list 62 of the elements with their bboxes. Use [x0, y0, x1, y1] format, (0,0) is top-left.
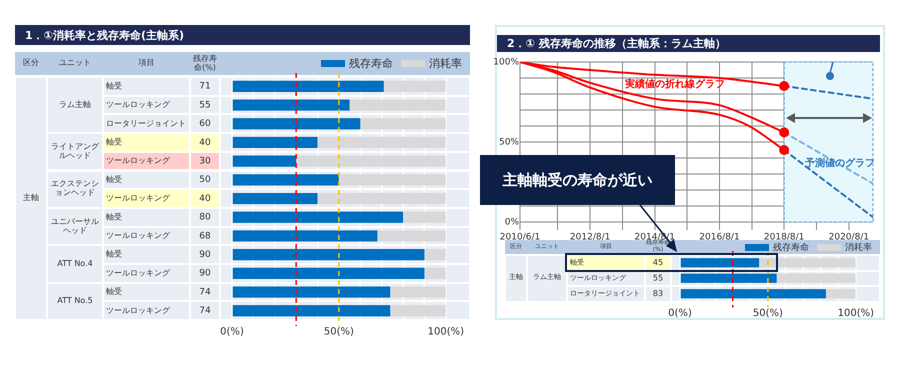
text: エクステンションヘッド — [47, 170, 103, 208]
data-label: 83 — [652, 288, 664, 298]
text: ATT No.4 — [47, 245, 103, 283]
y-tick-label: 軸受 — [106, 81, 122, 90]
legend-label: 消耗率 — [429, 56, 462, 71]
annotation: 実績値の折れ線グラフ — [625, 77, 725, 91]
text: ライトアングルヘッド — [47, 133, 103, 170]
y-tick-label: 50% — [498, 137, 520, 148]
data-label: 55 — [199, 100, 211, 110]
x-tick-label: 50(%) — [752, 308, 784, 320]
data-label: 45 — [652, 258, 664, 267]
data-label: 30 — [199, 156, 211, 166]
data-label: 40 — [199, 194, 211, 204]
y-tick-label: ツールロッキング — [106, 156, 171, 166]
x-tick-label: 0(%) — [220, 326, 244, 338]
text: 主軸 — [15, 77, 47, 320]
y-tick-label: ツールロッキング — [106, 100, 171, 110]
x-tick-label: 0(%) — [668, 308, 692, 320]
y-tick-label: ツールロッキング — [106, 194, 171, 203]
x-tick-label: 100(%) — [838, 308, 874, 320]
y-tick-label: 軸受 — [106, 287, 122, 296]
data-label: 74 — [199, 287, 211, 298]
y-tick-label: 100% — [493, 57, 520, 68]
y-tick-label: ツールロッキング — [106, 231, 171, 240]
data-label: 60 — [199, 119, 211, 130]
data-label: 71 — [199, 82, 211, 92]
data-label: 68 — [199, 231, 211, 242]
text: 1．①消耗率と残存寿命(主軸系) — [15, 25, 470, 45]
y-tick-label: ツールロッキング — [106, 306, 171, 315]
text: ラム主軸 — [47, 77, 103, 134]
data-label: 74 — [199, 306, 211, 316]
data-label: 40 — [199, 138, 211, 148]
data-label: 80 — [199, 212, 211, 223]
x-tick-label: 2018/8/1 — [764, 232, 804, 243]
data-label: 90 — [199, 268, 211, 279]
y-tick-label: 軸受 — [106, 212, 122, 222]
text: 区分 — [22, 57, 40, 70]
text: 項目 — [138, 57, 156, 70]
y-tick-label: 軸受 — [106, 138, 122, 147]
x-tick-label: 100(%) — [428, 326, 464, 338]
data-label: 90 — [199, 250, 211, 260]
chart-title: 2．① 残存寿命の推移（主軸系：ラム主軸） — [497, 35, 880, 52]
text: ATT No.5 — [47, 282, 103, 320]
y-tick-label: ツールロッキング — [106, 268, 171, 278]
data-label: 50 — [199, 175, 211, 186]
x-tick-label: 2012/8/1 — [570, 232, 610, 243]
x-tick-label: 2020/8/1 — [828, 232, 870, 243]
text: ユニット — [58, 57, 92, 70]
legend-label: 残存寿命 — [773, 242, 809, 254]
data-label: 55 — [652, 273, 664, 282]
y-tick-label: 軸受 — [106, 250, 122, 259]
legend-label: 残存寿命 — [349, 56, 393, 71]
y-tick-label: ロータリージョイント — [106, 118, 186, 128]
y-tick-label: 軸受 — [106, 174, 122, 184]
x-tick-label: 50(%) — [324, 326, 354, 338]
x-tick-label: 2010/6/1 — [500, 232, 540, 243]
legend-label: 消耗率 — [845, 242, 872, 254]
y-tick-label: 0% — [504, 217, 520, 228]
text: 残存寿命(%) — [192, 52, 218, 74]
text: ユニバーサルヘッド — [47, 208, 103, 246]
x-tick-label: 2016/8/1 — [699, 232, 740, 243]
annotation: 主軸軸受の寿命が近い — [480, 155, 675, 205]
